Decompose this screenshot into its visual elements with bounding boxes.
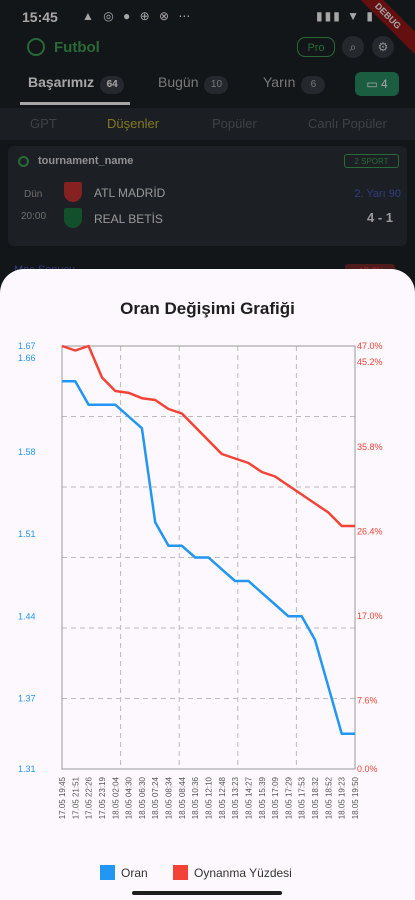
x-axis-tick-label: 18.05 07:24 — [151, 776, 160, 819]
odds-change-chart: 1.67 1.66 1.58 1.51 1.44 1.37 1.31 47.0% 45.2% 35… — [18, 341, 383, 819]
left-axis-tick-label: 1.31 — [18, 764, 36, 774]
match-card[interactable]: tournament_name 2 SPORT Dün 20:00 ATL MA… — [8, 146, 407, 246]
soccer-ball-icon — [27, 38, 45, 56]
x-axis-tick-label: 17.05 23:19 — [98, 776, 107, 819]
status-time: 15:45 — [22, 9, 58, 25]
x-axis-tick-label: 18.05 18:52 — [324, 776, 333, 819]
settings-button[interactable]: ⚙ — [372, 36, 394, 58]
app-title: Futbol — [54, 39, 100, 56]
tab-count: 64 — [100, 76, 125, 94]
app-bar: Futbol Pro ⌕ ⚙ — [0, 34, 415, 62]
home-team: ATL MADRİD — [94, 186, 166, 200]
chart-legend: Oran Oynanma Yüzdesi — [0, 863, 415, 883]
x-axis-tick-label: 18.05 08:44 — [178, 776, 187, 819]
x-axis-tick-label: 18.05 04:30 — [125, 776, 134, 819]
main-tabs: Başarımız 64 Bugün 10 Yarın 6 — [0, 66, 415, 106]
x-axis-tick-label: 18.05 17:53 — [298, 776, 307, 819]
right-axis-tick-label: 47.0% — [357, 341, 383, 351]
x-axis-tick-label: 18.05 17:09 — [271, 776, 280, 819]
soccer-ball-icon — [18, 156, 29, 167]
right-axis-tick-label: 35.8% — [357, 442, 383, 452]
x-axis-tick-label: 18.05 18:32 — [311, 776, 320, 819]
notification-icons: ▲ ◎ ● ⊕ ⊗ ⋯ — [82, 9, 194, 23]
tab-yarin[interactable]: Yarın 6 — [263, 74, 326, 94]
tab-label: Başarımız — [28, 74, 95, 90]
x-axis-tick-label: 18.05 06:30 — [138, 776, 147, 819]
search-icon: ⌕ — [349, 40, 357, 54]
x-axis-tick-label: 17.05 21:51 — [71, 776, 80, 819]
x-axis-tick-label: 18.05 12:10 — [205, 776, 214, 819]
x-axis-tick-label: 17.05 19:45 — [58, 776, 67, 819]
subtab-dusenler[interactable]: Düşenler — [107, 116, 160, 131]
subtab-populer[interactable]: Popüler — [212, 116, 257, 131]
tab-count: 6 — [301, 76, 326, 94]
active-tab-indicator — [20, 102, 130, 105]
home-team-crest-icon — [64, 182, 82, 202]
away-team-crest-icon — [64, 208, 82, 228]
right-axis-tick-label: 7.6% — [357, 696, 378, 706]
pro-button[interactable]: Pro — [297, 37, 335, 57]
legend-label-oynanma: Oynanma Yüzdesi — [194, 866, 292, 880]
subtab-canli-populer[interactable]: Canlı Popüler — [308, 116, 387, 131]
left-axis-tick-label: 1.44 — [18, 611, 36, 621]
right-axis-tick-label: 17.0% — [357, 611, 383, 621]
gear-icon: ⚙ — [377, 40, 389, 54]
tab-count: 10 — [204, 76, 229, 94]
x-axis-tick-label: 18.05 13:23 — [231, 776, 240, 819]
right-axis-tick-label: 26.4% — [357, 526, 383, 536]
tab-basarimiz[interactable]: Başarımız 64 — [28, 74, 125, 94]
search-button[interactable]: ⌕ — [342, 36, 364, 58]
x-axis-tick-label: 18.05 19:23 — [338, 776, 347, 819]
chart-title: Oran Değişimi Grafiği — [120, 299, 295, 318]
chart-bottom-sheet: Oran Değişimi Grafiği 1.67 1.66 1.58 1.51 1.… — [0, 269, 415, 900]
x-axis-tick-label: 18.05 19:50 — [351, 776, 360, 819]
tab-label: Yarın — [263, 74, 296, 90]
subtab-gpt[interactable]: GPT — [30, 116, 57, 131]
status-bar: 15:45 ▲ ◎ ● ⊕ ⊗ ⋯ ▮▮▮ ▼ ▮ — [0, 0, 415, 34]
home-indicator — [132, 891, 282, 895]
legend-swatch-oran — [100, 865, 115, 880]
legend-label-oran: Oran — [121, 866, 148, 880]
x-axis-tick-label: 18.05 08:34 — [165, 776, 174, 819]
chat-count: 4 — [381, 77, 388, 91]
sub-tabs: GPT Düşenler Popüler Canlı Popüler — [0, 108, 415, 140]
away-team: REAL BETİS — [94, 212, 163, 226]
chat-button[interactable]: ▭ 4 — [355, 72, 399, 96]
series-line-oynanma — [61, 344, 355, 528]
x-axis-tick-label: 18.05 14:27 — [244, 776, 253, 819]
right-axis-tick-label: 0.0% — [357, 764, 378, 774]
x-axis-tick-label: 18.05 02:04 — [111, 776, 120, 819]
x-axis-tick-label: 18.05 10:36 — [191, 776, 200, 819]
x-axis-tick-label: 18.05 12:48 — [218, 776, 227, 819]
plot-frame — [61, 345, 356, 770]
tab-label: Bugün — [158, 74, 199, 90]
chat-icon: ▭ — [366, 77, 378, 91]
source-badge: 2 SPORT — [344, 154, 399, 168]
tournament-name: tournament_name — [38, 155, 134, 167]
left-axis-tick-label: 1.66 — [18, 353, 36, 363]
match-day: Dün — [24, 189, 43, 200]
match-score: 4 - 1 — [366, 210, 393, 225]
left-axis-tick-label: 1.58 — [18, 447, 36, 457]
x-axis-tick-label: 18.05 17:29 — [284, 776, 293, 819]
x-axis-tick-label: 17.05 22:26 — [85, 776, 94, 819]
tab-bugun[interactable]: Bugün 10 — [158, 74, 229, 94]
match-period: 2. Yarı 90 — [354, 188, 401, 200]
left-axis-tick-label: 1.67 — [18, 341, 36, 351]
left-axis-tick-label: 1.51 — [18, 529, 36, 539]
system-status-icons: ▮▮▮ ▼ ▮ — [316, 9, 375, 23]
right-axis-tick-label: 45.2% — [357, 357, 383, 367]
left-axis-tick-label: 1.37 — [18, 694, 36, 704]
legend-swatch-oynanma — [173, 865, 188, 880]
series-line-oran — [62, 380, 355, 735]
match-time: 20:00 — [21, 211, 47, 222]
x-axis-tick-label: 18.05 15:39 — [258, 776, 267, 819]
